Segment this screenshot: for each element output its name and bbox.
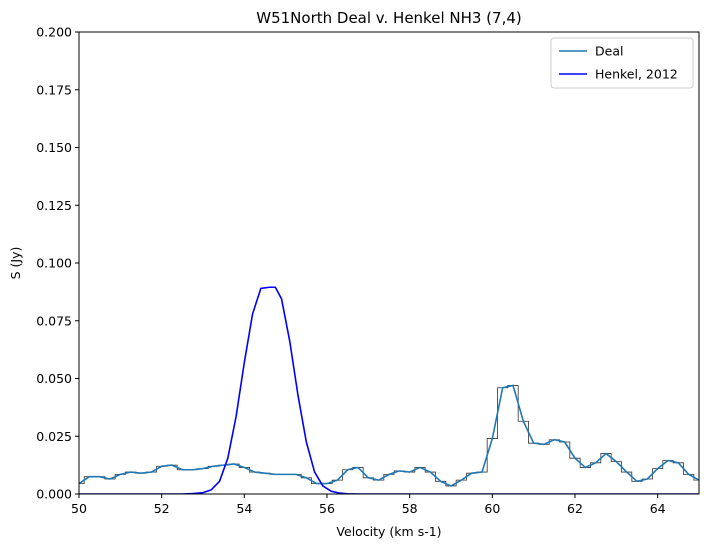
y-axis: 0.000 0.025 0.050 0.075 0.100 0.125 0.150 0.175… <box>36 25 79 502</box>
y-tick-label: 0.050 <box>36 371 72 386</box>
series-line-henkel <box>79 286 699 494</box>
x-tick-label: 62 <box>567 501 583 516</box>
x-tick-label: 58 <box>402 501 418 516</box>
y-tick-label: 0.000 <box>36 487 72 502</box>
y-tick-label: 0.025 <box>36 429 72 444</box>
x-axis: 50 52 54 56 58 60 62 64 <box>71 494 666 516</box>
plot-frame <box>79 32 699 494</box>
series-layer <box>79 286 699 494</box>
y-tick-label: 0.125 <box>36 198 72 213</box>
y-axis-label: S (Jy) <box>8 247 23 280</box>
plot-area <box>78 31 700 495</box>
x-tick-label: 50 <box>71 501 87 516</box>
series-line-deal <box>79 384 699 487</box>
x-tick-label: 64 <box>650 501 666 516</box>
x-tick-label: 52 <box>154 501 170 516</box>
y-tick-label: 0.150 <box>36 140 72 155</box>
x-tick-label: 54 <box>236 501 252 516</box>
x-tick-label: 60 <box>484 501 500 516</box>
y-tick-label: 0.100 <box>36 256 72 271</box>
chart-title: W51North Deal v. Henkel NH3 (7,4) <box>256 9 522 27</box>
legend-label-deal: Deal <box>595 44 623 59</box>
y-tick-label: 0.175 <box>36 82 72 97</box>
x-axis-label: Velocity (km s-1) <box>336 524 441 539</box>
x-tick-label: 56 <box>319 501 335 516</box>
y-tick-label: 0.200 <box>36 25 72 40</box>
legend-label-henkel: Henkel, 2012 <box>595 67 678 82</box>
y-tick-label: 0.075 <box>36 313 72 328</box>
legend: Deal Henkel, 2012 <box>550 37 694 89</box>
